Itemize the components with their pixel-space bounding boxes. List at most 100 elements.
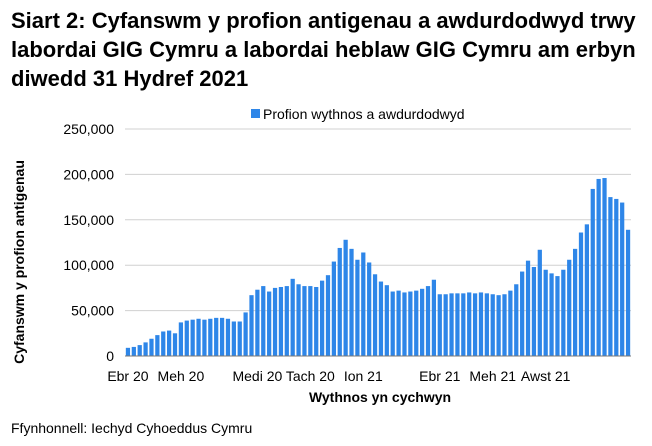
bar bbox=[143, 342, 148, 356]
bar bbox=[431, 279, 437, 356]
bar bbox=[155, 335, 160, 356]
bar bbox=[543, 269, 548, 356]
x-tick-label: Awst 21 bbox=[521, 368, 571, 384]
bars bbox=[125, 178, 631, 356]
bar bbox=[219, 317, 225, 356]
bar bbox=[549, 273, 554, 356]
bar bbox=[596, 178, 601, 356]
x-tick-label: Tach 20 bbox=[286, 368, 335, 384]
bar bbox=[349, 248, 354, 356]
x-tick-label: Ebr 21 bbox=[419, 368, 460, 384]
bar bbox=[467, 292, 472, 356]
bar bbox=[437, 294, 442, 356]
x-tick-label: Ion 21 bbox=[344, 368, 383, 384]
x-tick-label: Meh 20 bbox=[158, 368, 205, 384]
bar bbox=[496, 295, 501, 356]
bar bbox=[555, 276, 560, 356]
bar bbox=[578, 232, 584, 356]
bar bbox=[484, 293, 489, 356]
bar bbox=[584, 224, 589, 356]
bar bbox=[361, 252, 366, 356]
bar bbox=[402, 292, 407, 356]
bar bbox=[214, 317, 219, 356]
bar bbox=[378, 281, 384, 356]
x-tick-label: Ebr 20 bbox=[107, 368, 148, 384]
bar bbox=[355, 259, 360, 356]
bar bbox=[408, 291, 413, 356]
bar bbox=[202, 319, 207, 356]
bar bbox=[478, 292, 484, 356]
bar bbox=[461, 293, 466, 356]
bar bbox=[284, 286, 289, 356]
legend-swatch bbox=[251, 109, 260, 118]
y-tick-label: 100,000 bbox=[63, 257, 114, 273]
bar bbox=[314, 286, 319, 356]
bar bbox=[590, 188, 595, 356]
bar bbox=[331, 261, 336, 356]
bar bbox=[414, 290, 419, 356]
bar bbox=[525, 260, 531, 356]
y-axis-label: Cyfanswm y profion antigenau bbox=[11, 160, 27, 364]
bar bbox=[455, 293, 460, 356]
bar bbox=[472, 293, 478, 356]
bar bbox=[572, 248, 578, 356]
y-tick-label: 250,000 bbox=[63, 121, 114, 137]
y-tick-label: 150,000 bbox=[63, 212, 114, 228]
bar bbox=[561, 269, 566, 356]
bar bbox=[608, 197, 613, 356]
y-axis-ticks: 0 50,000 100,000 150,000 200,000 250,000 bbox=[63, 121, 114, 364]
y-tick-label: 50,000 bbox=[71, 303, 114, 319]
bar bbox=[231, 321, 236, 356]
bar bbox=[531, 267, 537, 356]
bar bbox=[190, 319, 195, 356]
bar bbox=[367, 262, 372, 356]
bar bbox=[567, 259, 572, 356]
bar bbox=[343, 239, 348, 356]
y-tick-label: 200,000 bbox=[63, 166, 114, 182]
bar bbox=[172, 333, 178, 356]
bar bbox=[278, 286, 284, 356]
bar bbox=[319, 280, 325, 356]
bar bbox=[149, 338, 154, 356]
bar bbox=[243, 312, 248, 356]
bar bbox=[131, 346, 136, 356]
bar bbox=[325, 275, 331, 356]
bar bbox=[249, 295, 254, 356]
x-axis-ticks: Ebr 20 Meh 20 Medi 20 Tach 20 Ion 21 Ebr 21 Me… bbox=[107, 368, 570, 384]
bar bbox=[196, 318, 201, 356]
bar bbox=[296, 284, 301, 356]
x-tick-label: Medi 20 bbox=[232, 368, 282, 384]
bar bbox=[337, 247, 342, 356]
bar bbox=[137, 345, 142, 356]
bar bbox=[614, 198, 619, 356]
bar bbox=[396, 290, 401, 356]
bar bbox=[425, 286, 431, 356]
bar bbox=[490, 294, 495, 356]
bar bbox=[208, 318, 213, 356]
bar bbox=[420, 288, 425, 356]
source-note: Ffynhonnell: Iechyd Cyhoeddus Cymru bbox=[11, 420, 253, 436]
bar bbox=[625, 229, 631, 356]
gridlines bbox=[125, 128, 631, 312]
bar bbox=[620, 202, 625, 356]
bar bbox=[225, 318, 231, 356]
bar bbox=[261, 286, 266, 356]
chart-title: Siart 2: Cyfanswm y profion antigenau a … bbox=[11, 8, 636, 91]
y-tick-label: 0 bbox=[106, 348, 114, 364]
x-tick-label: Meh 21 bbox=[469, 368, 516, 384]
bar bbox=[290, 278, 295, 356]
bar bbox=[502, 294, 507, 356]
bar bbox=[237, 321, 242, 356]
bar bbox=[302, 286, 307, 356]
bar bbox=[125, 347, 131, 356]
bar bbox=[272, 287, 278, 356]
bar bbox=[178, 322, 184, 356]
bar bbox=[167, 330, 172, 356]
bar bbox=[520, 271, 525, 356]
bar bbox=[537, 249, 542, 356]
legend: Profion wythnos a awdurdodwyd bbox=[251, 106, 465, 122]
bar bbox=[184, 320, 189, 356]
bar bbox=[508, 290, 513, 356]
bar bbox=[267, 291, 272, 356]
